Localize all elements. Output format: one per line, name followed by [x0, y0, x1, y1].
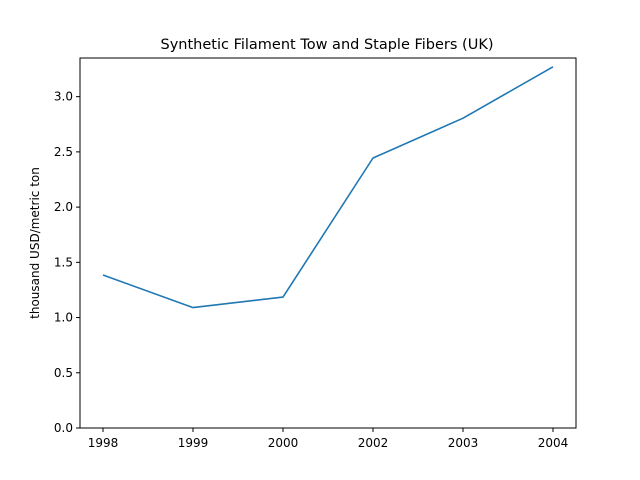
x-tick-label: 2002	[358, 436, 389, 450]
y-tick-label: 0.5	[54, 366, 73, 380]
chart-title: Synthetic Filament Tow and Staple Fibers…	[161, 37, 494, 53]
y-tick-label: 1.0	[54, 311, 73, 325]
plot-frame	[79, 57, 577, 429]
x-axis-ticks: 1998 1999 2000 2002 2003 2004	[88, 428, 569, 450]
x-tick-label: 2004	[538, 436, 569, 450]
y-axis-ticks: 0.0 0.5 1.0 1.5 2.0 2.5 3.0	[54, 90, 80, 435]
x-tick-label: 2003	[448, 436, 479, 450]
y-tick-label: 2.0	[54, 200, 73, 214]
y-axis-label: thousand USD/metric ton	[28, 167, 42, 319]
series-group	[102, 66, 554, 309]
y-tick-label: 3.0	[54, 90, 73, 104]
x-tick-label: 1999	[178, 436, 209, 450]
series-line-0	[102, 66, 554, 309]
x-tick-label: 2000	[268, 436, 299, 450]
x-tick-label: 1998	[88, 436, 119, 450]
y-tick-label: 1.5	[54, 255, 73, 269]
y-tick-label: 0.0	[54, 421, 73, 435]
y-tick-label: 2.5	[54, 145, 73, 159]
